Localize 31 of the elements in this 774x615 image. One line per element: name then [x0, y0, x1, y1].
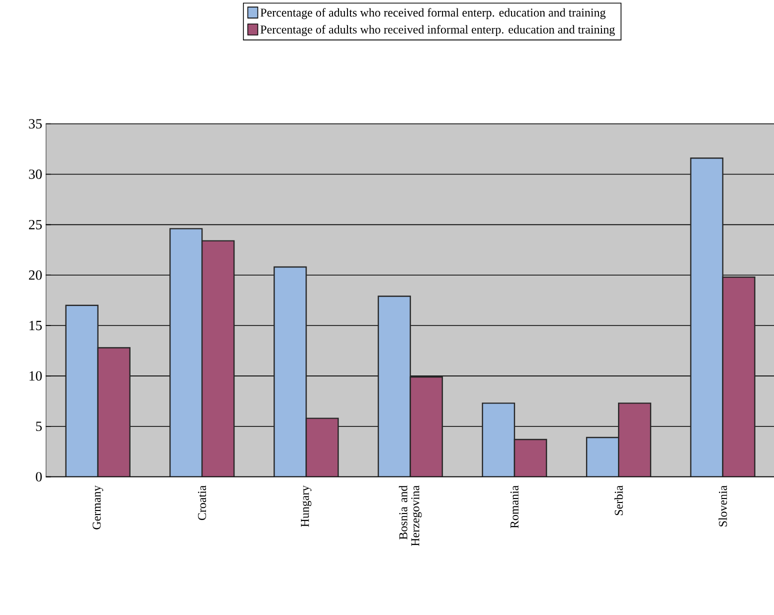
- y-tick-label: 0: [36, 472, 42, 482]
- x-tick-label: Croatia: [198, 485, 206, 520]
- y-tick-label: 20: [28, 270, 42, 280]
- bar: [722, 276, 756, 477]
- bar: [98, 348, 130, 477]
- bar: [274, 266, 307, 477]
- bar: [201, 240, 235, 477]
- y-tick-label: 35: [29, 119, 42, 129]
- bar: [586, 436, 620, 477]
- legend-label: Percentage of adults who received informal enterp. education and training: [260, 25, 615, 36]
- y-tick-label: 15: [30, 320, 42, 330]
- bar: [378, 296, 411, 477]
- bar: [514, 438, 548, 477]
- y-tick-label: 10: [30, 371, 42, 381]
- bar: [410, 376, 443, 477]
- y-tick-label: 30: [29, 170, 42, 179]
- x-tick-label: Bosnia and Herzegovina: [398, 485, 422, 546]
- bar: [66, 305, 98, 477]
- x-tick-label: Serbia: [614, 486, 623, 516]
- x-tick-label: Romania: [510, 485, 518, 528]
- bar: [618, 402, 652, 477]
- bar: [482, 402, 516, 477]
- y-tick-label: 5: [36, 422, 42, 432]
- y-tick-label: 25: [28, 220, 42, 230]
- x-tick-label: Germany: [92, 485, 104, 530]
- bar: [306, 418, 339, 477]
- x-tick-label: Slovenia: [718, 485, 727, 526]
- legend-label: Percentage of adults who received formal enterp. education and training: [260, 8, 606, 20]
- x-tick-label: Hungary: [300, 485, 312, 527]
- bar: [690, 158, 724, 477]
- bar: [169, 228, 203, 477]
